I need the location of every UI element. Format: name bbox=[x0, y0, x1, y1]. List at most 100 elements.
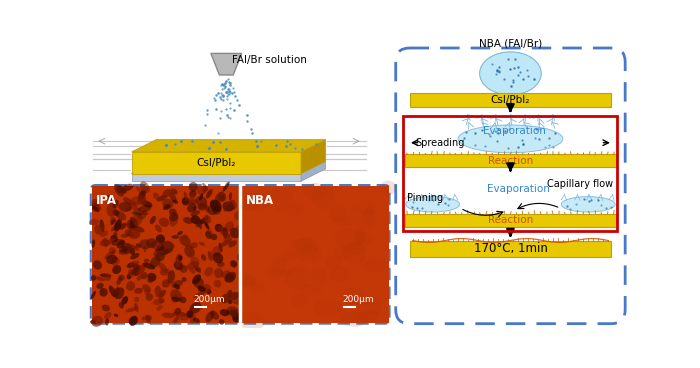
Ellipse shape bbox=[170, 289, 182, 301]
Ellipse shape bbox=[301, 284, 321, 296]
Ellipse shape bbox=[193, 291, 205, 298]
Ellipse shape bbox=[197, 186, 206, 195]
Text: Capillary flow: Capillary flow bbox=[547, 179, 614, 189]
Ellipse shape bbox=[99, 219, 104, 232]
Ellipse shape bbox=[156, 305, 163, 311]
Ellipse shape bbox=[225, 204, 232, 212]
Ellipse shape bbox=[127, 269, 138, 276]
Ellipse shape bbox=[354, 232, 372, 246]
Ellipse shape bbox=[111, 223, 121, 231]
Ellipse shape bbox=[132, 213, 142, 226]
Ellipse shape bbox=[201, 254, 206, 261]
Ellipse shape bbox=[134, 288, 143, 294]
Ellipse shape bbox=[155, 252, 165, 261]
Ellipse shape bbox=[94, 224, 102, 235]
Ellipse shape bbox=[172, 295, 179, 303]
Ellipse shape bbox=[190, 210, 200, 216]
Ellipse shape bbox=[212, 204, 221, 215]
Ellipse shape bbox=[127, 218, 138, 230]
Ellipse shape bbox=[93, 260, 102, 270]
Ellipse shape bbox=[111, 235, 118, 242]
Text: Reaction: Reaction bbox=[488, 156, 533, 166]
Ellipse shape bbox=[113, 209, 120, 216]
Ellipse shape bbox=[281, 250, 298, 262]
Bar bbox=[410, 93, 611, 106]
Ellipse shape bbox=[211, 246, 221, 257]
Ellipse shape bbox=[193, 318, 199, 323]
Ellipse shape bbox=[314, 298, 342, 318]
Ellipse shape bbox=[117, 240, 125, 248]
Ellipse shape bbox=[205, 205, 209, 213]
Ellipse shape bbox=[219, 319, 225, 325]
Text: Pinning: Pinning bbox=[407, 193, 443, 203]
Ellipse shape bbox=[225, 309, 237, 314]
Ellipse shape bbox=[130, 248, 135, 255]
Ellipse shape bbox=[138, 205, 151, 212]
Ellipse shape bbox=[167, 270, 175, 284]
Ellipse shape bbox=[159, 290, 166, 298]
Ellipse shape bbox=[228, 240, 237, 247]
Ellipse shape bbox=[179, 235, 191, 247]
Ellipse shape bbox=[109, 286, 116, 297]
Ellipse shape bbox=[174, 261, 183, 270]
Text: FAI/Br solution: FAI/Br solution bbox=[232, 55, 307, 65]
Ellipse shape bbox=[223, 201, 234, 212]
Ellipse shape bbox=[458, 125, 563, 153]
Ellipse shape bbox=[160, 268, 170, 276]
Ellipse shape bbox=[129, 316, 138, 326]
Ellipse shape bbox=[159, 217, 169, 227]
Ellipse shape bbox=[183, 234, 188, 239]
Ellipse shape bbox=[162, 189, 172, 197]
Ellipse shape bbox=[127, 228, 140, 239]
Ellipse shape bbox=[140, 181, 150, 193]
Ellipse shape bbox=[104, 312, 111, 319]
Polygon shape bbox=[132, 139, 326, 152]
Polygon shape bbox=[211, 53, 241, 75]
Ellipse shape bbox=[203, 215, 211, 224]
Ellipse shape bbox=[96, 276, 105, 281]
Ellipse shape bbox=[218, 192, 226, 201]
Ellipse shape bbox=[111, 257, 120, 266]
Ellipse shape bbox=[173, 316, 179, 323]
Ellipse shape bbox=[139, 196, 146, 202]
Ellipse shape bbox=[115, 211, 126, 220]
Ellipse shape bbox=[214, 268, 223, 278]
Ellipse shape bbox=[223, 181, 230, 192]
Ellipse shape bbox=[184, 245, 195, 258]
Ellipse shape bbox=[561, 197, 615, 212]
Ellipse shape bbox=[190, 257, 199, 267]
Ellipse shape bbox=[232, 312, 239, 320]
Ellipse shape bbox=[127, 262, 134, 268]
Ellipse shape bbox=[92, 199, 99, 209]
Ellipse shape bbox=[237, 253, 241, 260]
Ellipse shape bbox=[228, 299, 232, 304]
Ellipse shape bbox=[90, 320, 96, 324]
Ellipse shape bbox=[223, 234, 232, 243]
Bar bbox=[405, 154, 616, 167]
Ellipse shape bbox=[172, 312, 186, 316]
Ellipse shape bbox=[146, 315, 152, 321]
Ellipse shape bbox=[182, 277, 187, 282]
Ellipse shape bbox=[230, 260, 237, 268]
Ellipse shape bbox=[290, 239, 314, 250]
Ellipse shape bbox=[197, 305, 204, 309]
Bar bbox=[241, 186, 388, 323]
Ellipse shape bbox=[142, 284, 151, 292]
Ellipse shape bbox=[180, 297, 186, 303]
Ellipse shape bbox=[111, 219, 116, 225]
Ellipse shape bbox=[169, 212, 178, 222]
Ellipse shape bbox=[134, 297, 139, 302]
Ellipse shape bbox=[190, 314, 196, 323]
Ellipse shape bbox=[186, 261, 199, 270]
Ellipse shape bbox=[174, 283, 180, 290]
Ellipse shape bbox=[132, 265, 140, 275]
Ellipse shape bbox=[237, 273, 256, 288]
Ellipse shape bbox=[130, 253, 139, 259]
Ellipse shape bbox=[244, 192, 270, 213]
Ellipse shape bbox=[193, 278, 204, 288]
Ellipse shape bbox=[155, 224, 162, 232]
Ellipse shape bbox=[122, 243, 132, 254]
Ellipse shape bbox=[202, 202, 208, 207]
Ellipse shape bbox=[163, 204, 171, 210]
Ellipse shape bbox=[137, 212, 146, 219]
